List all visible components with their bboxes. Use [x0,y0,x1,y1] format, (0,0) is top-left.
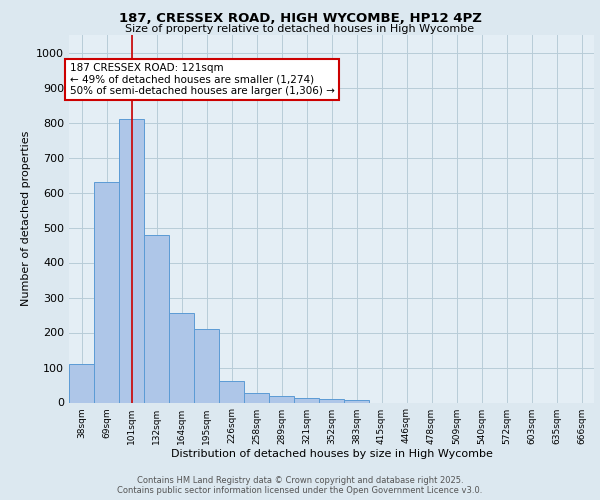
Bar [244,393,269,402]
Text: Size of property relative to detached houses in High Wycombe: Size of property relative to detached ho… [125,24,475,34]
Bar [344,400,369,402]
Bar [119,119,144,403]
Y-axis label: Number of detached properties: Number of detached properties [20,131,31,306]
Bar [219,381,244,402]
Text: Contains HM Land Registry data © Crown copyright and database right 2025.
Contai: Contains HM Land Registry data © Crown c… [118,476,482,495]
Bar [194,329,219,402]
Text: 187, CRESSEX ROAD, HIGH WYCOMBE, HP12 4PZ: 187, CRESSEX ROAD, HIGH WYCOMBE, HP12 4P… [119,12,481,26]
Bar [144,234,169,402]
Text: 187 CRESSEX ROAD: 121sqm
← 49% of detached houses are smaller (1,274)
50% of sem: 187 CRESSEX ROAD: 121sqm ← 49% of detach… [70,63,334,96]
X-axis label: Distribution of detached houses by size in High Wycombe: Distribution of detached houses by size … [170,450,493,460]
Bar [294,398,319,402]
Bar [69,364,94,403]
Bar [169,313,194,402]
Bar [319,399,344,402]
Bar [94,182,119,402]
Bar [269,396,294,402]
